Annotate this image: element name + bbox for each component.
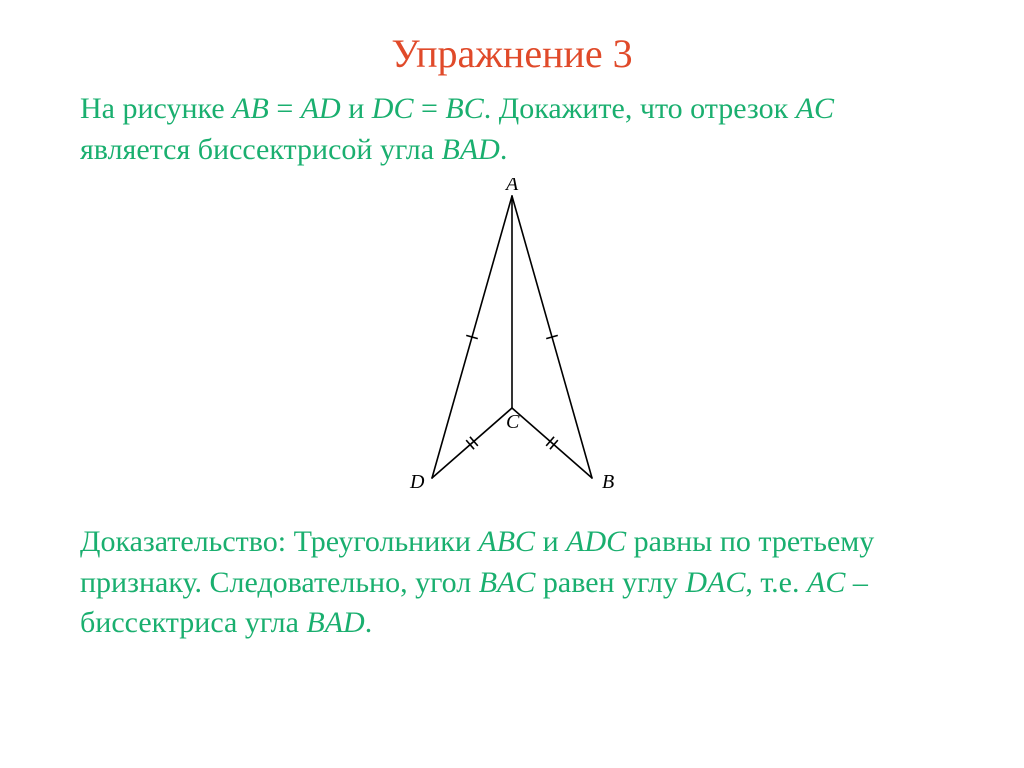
var-bad: BAD — [442, 133, 500, 166]
var-bad2: BAD — [306, 606, 364, 639]
point-label-d: D — [409, 471, 425, 493]
slide-title: Упражнение 3 — [80, 30, 944, 77]
text: и — [341, 92, 372, 125]
proof-text: Доказательство: Треугольники ABC и ADC р… — [80, 522, 944, 644]
point-label-a: A — [504, 178, 519, 195]
proof-lead: Доказательство: — [80, 525, 286, 558]
var-ab: AB — [232, 92, 269, 125]
point-label-c: C — [506, 411, 520, 433]
slide: Упражнение 3 На рисунке AB = AD и DC = B… — [0, 0, 1024, 768]
text: . Докажите, что отрезок — [484, 92, 796, 125]
var-ac2: AC — [807, 566, 845, 599]
problem-statement: На рисунке AB = AD и DC = BC. Докажите, … — [80, 89, 944, 170]
point-label-b: B — [602, 471, 614, 493]
var-bc: BC — [445, 92, 483, 125]
text: Треугольники — [286, 525, 478, 558]
var-ad: AD — [301, 92, 341, 125]
figure-container: A C D B — [80, 178, 944, 498]
var-adc: ADC — [566, 525, 626, 558]
var-ac: AC — [796, 92, 834, 125]
text: = — [269, 92, 301, 125]
var-abc: ABC — [478, 525, 535, 558]
text: является биссектрисой угла — [80, 133, 442, 166]
var-dac: DAC — [685, 566, 745, 599]
geometry-figure: A C D B — [362, 178, 662, 498]
text: , т.е. — [745, 566, 807, 599]
text: = — [413, 92, 445, 125]
text: На рисунке — [80, 92, 232, 125]
text: равен углу — [535, 566, 685, 599]
var-dc: DC — [372, 92, 414, 125]
text: и — [535, 525, 566, 558]
text: . — [500, 133, 508, 166]
text: . — [365, 606, 373, 639]
var-bac: BAC — [479, 566, 536, 599]
